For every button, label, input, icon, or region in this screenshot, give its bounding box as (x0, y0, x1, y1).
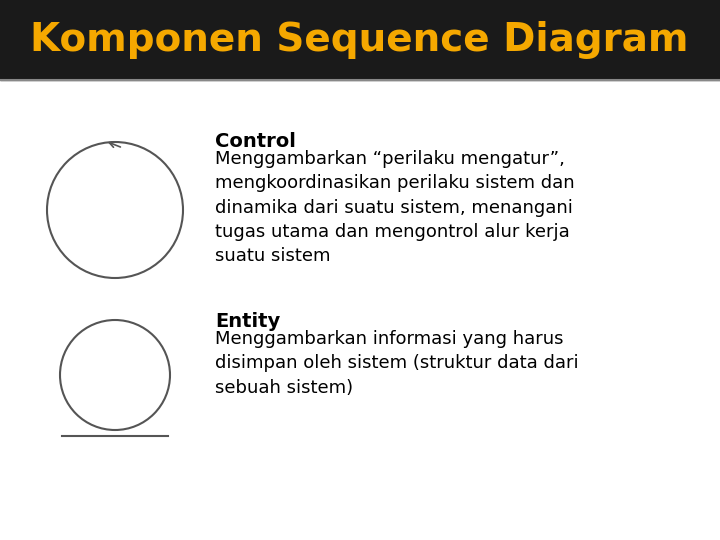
Bar (0, 0, 720, 80)
Text: Control: Control (215, 132, 296, 151)
Bar (0, 80, 720, 540)
Text: Entity: Entity (215, 312, 280, 331)
Text: Komponen Sequence Diagram: Komponen Sequence Diagram (30, 21, 688, 59)
Text: Menggambarkan informasi yang harus
disimpan oleh sistem (struktur data dari
sebu: Menggambarkan informasi yang harus disim… (215, 330, 579, 396)
Text: Menggambarkan “perilaku mengatur”,
mengkoordinasikan perilaku sistem dan
dinamik: Menggambarkan “perilaku mengatur”, mengk… (215, 150, 575, 265)
